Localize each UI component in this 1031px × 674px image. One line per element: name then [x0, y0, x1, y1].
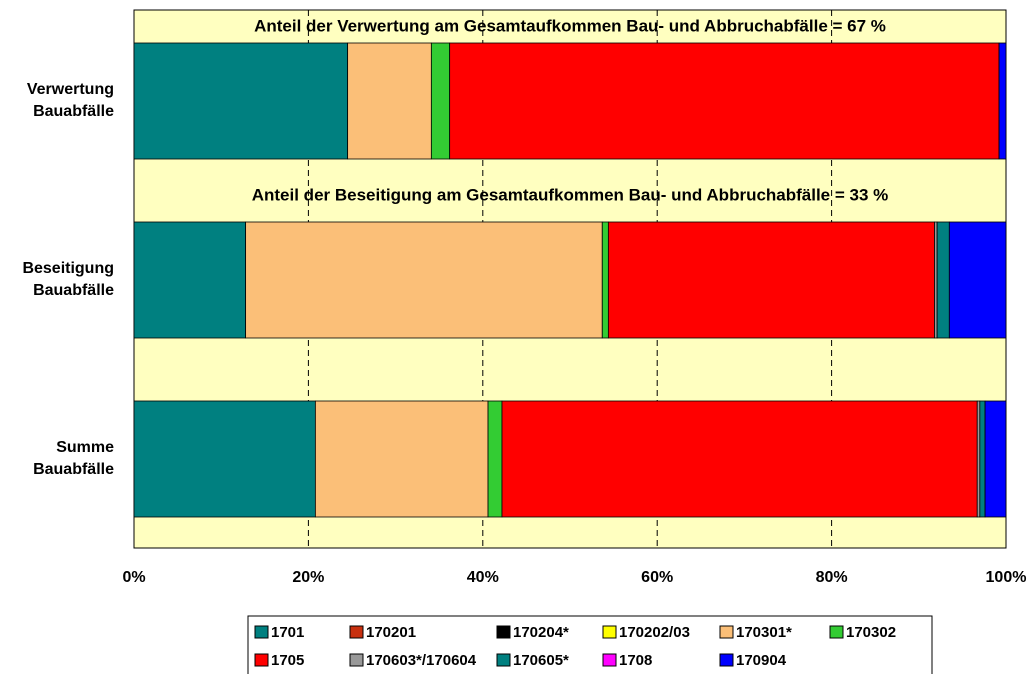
bar-segment — [984, 400, 1007, 518]
x-tick-label: 100% — [986, 569, 1027, 586]
legend-swatch — [602, 625, 617, 639]
annotation: Anteil der Verwertung am Gesamtaufkommen… — [254, 16, 886, 35]
bar-segment — [133, 221, 247, 339]
bar-segment — [948, 221, 1007, 339]
x-tick-label: 0% — [122, 569, 145, 586]
legend-swatch — [349, 625, 364, 639]
legend-swatch — [496, 653, 511, 667]
legend-swatch — [602, 653, 617, 667]
bar-segment — [347, 42, 432, 160]
legend-swatch — [829, 625, 844, 639]
x-tick-label: 80% — [816, 569, 848, 586]
legend-swatch — [719, 625, 734, 639]
bar-segment — [501, 400, 978, 518]
y-tick-label: Summe Bauabfälle — [33, 439, 114, 478]
bar-segment — [314, 400, 489, 518]
bar-segment — [449, 42, 1000, 160]
legend-swatch — [719, 653, 734, 667]
legend-swatch — [254, 625, 269, 639]
legend-label: 170302 — [846, 624, 896, 641]
bar-segment — [607, 221, 935, 339]
y-tick-label: Verwertung Bauabfälle — [26, 81, 114, 120]
y-tick-label: Beseitigung Bauabfälle — [22, 260, 114, 299]
x-tick-label: 20% — [292, 569, 324, 586]
bar-segment — [245, 221, 603, 339]
bar-segment — [979, 400, 986, 518]
legend-label: 170605* — [513, 652, 569, 669]
legend-label: 1708 — [619, 652, 652, 669]
bar-segment — [133, 400, 316, 518]
legend-label: 170301* — [736, 624, 792, 641]
bar-segment — [430, 42, 451, 160]
bar-segment — [998, 42, 1007, 160]
bar-segment — [936, 221, 950, 339]
annotation: Anteil der Beseitigung am Gesamtaufkomme… — [252, 185, 889, 204]
bar-segment — [487, 400, 503, 518]
legend-swatch — [349, 653, 364, 667]
legend-label: 170202/03 — [619, 624, 690, 641]
legend-label: 170201 — [366, 624, 416, 641]
legend-label: 1701 — [271, 624, 304, 641]
legend-label: 170904 — [736, 652, 787, 669]
legend-label: 170204* — [513, 624, 569, 641]
legend-swatch — [254, 653, 269, 667]
legend-label: 170603*/170604 — [366, 652, 477, 669]
bar-segment — [601, 221, 609, 339]
x-tick-label: 60% — [641, 569, 673, 586]
legend-swatch — [496, 625, 511, 639]
x-tick-label: 40% — [467, 569, 499, 586]
legend-label: 1705 — [271, 652, 304, 669]
bar-segment — [133, 42, 349, 160]
